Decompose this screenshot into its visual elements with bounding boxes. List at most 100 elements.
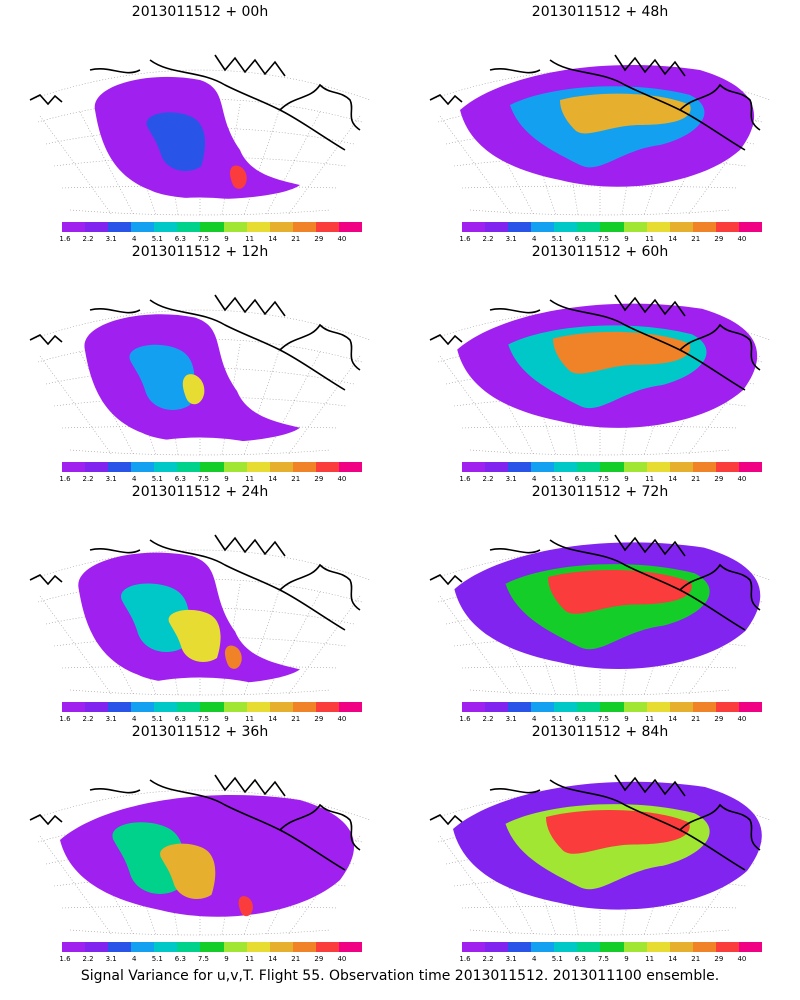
colorbar-tick-label: 5.1 [551, 955, 563, 963]
colorbar-swatch [508, 462, 532, 472]
colorbar-labels: 1.6 2.2 3.1 4 5.1 6.3 7.5 9 11 14 21 29 40 [59, 475, 362, 485]
contour-fill [168, 609, 221, 662]
colorbar-tick-label: 5.1 [151, 715, 163, 723]
colorbar-tick-label: 7.5 [197, 955, 210, 963]
coastlines [429, 294, 761, 391]
colorbar-swatch [223, 462, 247, 472]
colorbar-tick-label: 14 [668, 475, 678, 483]
contour-fill [229, 165, 247, 189]
colorbar-tick-label: 2.2 [82, 955, 94, 963]
colorbar-swatch [462, 222, 486, 232]
colorbar-tick-label: 9 [624, 475, 629, 483]
contour-fill [546, 810, 690, 854]
colorbar-tick-label: 7.5 [197, 235, 210, 243]
colorbar-tick-label: 14 [268, 235, 278, 243]
variance-field [453, 781, 762, 910]
colorbar-labels: 1.6 2.2 3.1 4 5.1 6.3 7.5 9 11 14 21 29 40 [459, 955, 762, 965]
colorbar-tick-label: 11 [245, 475, 255, 483]
meridian-line [665, 831, 721, 936]
meridian-line [479, 111, 535, 216]
panel-title: 2013011512 + 36h [131, 724, 269, 740]
meridian-line [39, 835, 113, 936]
colorbar-swatch [292, 942, 316, 952]
colorbar-swatch [246, 462, 270, 472]
colorbar-tick-label: 5.1 [151, 475, 163, 483]
panel-title: 2013011512 + 12h [131, 244, 269, 260]
meridian-line [287, 115, 361, 216]
contour-fill [160, 843, 216, 899]
colorbar-swatch [646, 222, 670, 232]
colorbar-swatch [177, 462, 201, 472]
meridian-line [439, 355, 513, 456]
coastlines [29, 774, 361, 871]
colorbar-tick-label: 29 [314, 715, 324, 723]
colorbar-tick-label: 4 [531, 955, 537, 963]
colorbar-tick-label: 4 [131, 235, 137, 243]
colorbar-swatch [108, 222, 132, 232]
colorbar-swatch [715, 942, 739, 952]
contour-fill [112, 822, 184, 894]
colorbar-tick-label: 7.5 [597, 955, 610, 963]
colorbar-tick-label: 6.3 [574, 715, 586, 723]
colorbar-swatch [485, 222, 509, 232]
colorbar-tick-label: 29 [714, 235, 724, 243]
colorbar-tick-label: 1.6 [459, 235, 471, 243]
colorbar-labels: 1.6 2.2 3.1 4 5.1 6.3 7.5 9 11 14 21 29 40 [459, 475, 762, 485]
colorbar-swatch [738, 462, 763, 472]
coastlines [429, 54, 761, 151]
map-panel: 2013011512 + 00h 1.6 2.2 3.1 4 5.1 6.3 7.5 9 11 14… [0, 0, 400, 246]
meridian-line [479, 591, 535, 696]
colorbar-tick-label: 3.1 [105, 715, 117, 723]
colorbar-tick-label: 1.6 [59, 715, 71, 723]
latitude-line [469, 689, 731, 696]
meridian-line [687, 115, 761, 216]
map-panel: 2013011512 + 60h 1.6 2.2 3.1 4 5.1 6.3 7.5 9 11 14… [400, 240, 800, 486]
colorbar-swatch [85, 702, 109, 712]
colorbar-swatch [338, 702, 363, 712]
colorbar-swatch [200, 462, 224, 472]
colorbar-tick-label: 9 [224, 955, 229, 963]
colorbar-swatch [577, 942, 601, 952]
colorbar-swatch [623, 702, 647, 712]
colorbar-labels: 1.6 2.2 3.1 4 5.1 6.3 7.5 9 11 14 21 29 40 [59, 715, 362, 725]
colorbar-swatch [200, 942, 224, 952]
colorbar-swatch [200, 222, 224, 232]
colorbar-swatch [292, 702, 316, 712]
colorbar-swatch [338, 942, 363, 952]
meridian-line [439, 115, 513, 216]
colorbar-swatch [131, 462, 155, 472]
map-panel: 2013011512 + 36h 1.6 2.2 3.1 4 5.1 6.3 7.5 9 11 14… [0, 720, 400, 966]
colorbar-swatch [269, 702, 293, 712]
colorbar-tick-label: 5.1 [551, 475, 563, 483]
colorbar-tick-label: 7.5 [197, 715, 210, 723]
colorbar-tick-label: 2.2 [482, 955, 494, 963]
colorbar [462, 462, 763, 472]
colorbar [62, 942, 363, 952]
latitude-line [29, 789, 371, 821]
colorbar [462, 702, 763, 712]
latitude-line [29, 549, 371, 581]
meridian-line [265, 591, 321, 696]
colorbar-swatch [108, 702, 132, 712]
meridian-line [39, 115, 113, 216]
colorbar-tick-label: 29 [314, 475, 324, 483]
meridian-line [687, 835, 761, 936]
colorbar-swatch [600, 942, 624, 952]
colorbar-swatch [600, 702, 624, 712]
colorbar-swatch [577, 462, 601, 472]
colorbar-tick-label: 4 [531, 235, 537, 243]
colorbar-tick-label: 29 [314, 235, 324, 243]
map-plot [29, 54, 371, 216]
colorbar-tick-label: 11 [645, 715, 655, 723]
colorbar [62, 222, 363, 232]
colorbar-tick-label: 1.6 [459, 715, 471, 723]
figure-caption: Signal Variance for u,v,T. Flight 55. Ob… [80, 968, 720, 984]
contour-fill [224, 645, 242, 669]
latitude-line [69, 929, 331, 936]
colorbar-tick-label: 21 [691, 475, 701, 483]
meridian-line [265, 111, 321, 216]
colorbar-swatch [669, 942, 693, 952]
colorbar-swatch [269, 462, 293, 472]
colorbar-tick-label: 21 [291, 475, 301, 483]
